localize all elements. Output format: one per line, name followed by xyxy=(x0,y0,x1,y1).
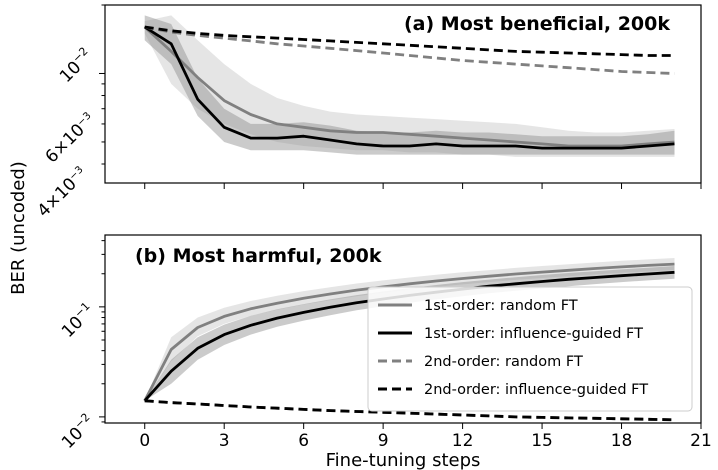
panel-b-most-harmful: (b) Most harmful, 200k 10−1 10−2 0 3 6 9 12 1… xyxy=(57,234,712,453)
panel-b-xtick-label: 12 xyxy=(452,431,474,451)
panel-b-xtick-label: 3 xyxy=(219,431,230,451)
svg-text:10−2: 10−2 xyxy=(55,45,97,87)
panel-b-ytick-label: 10−2 xyxy=(57,411,99,453)
panel-a-most-beneficial: (a) Most beneficial, 200k 10−2 6×10−3 4×… xyxy=(34,4,702,222)
panel-b-xtick-label: 9 xyxy=(378,431,389,451)
svg-text:10−1: 10−1 xyxy=(57,300,99,342)
panel-a-series-line-1 xyxy=(143,25,675,150)
svg-text:10−2: 10−2 xyxy=(57,411,99,453)
y-axis-label: BER (uncoded) xyxy=(8,161,29,295)
panel-b-xtick-label: 0 xyxy=(139,431,150,451)
panel-a-band-1 xyxy=(144,15,675,155)
legend-label-1: 1st-order: influence-guided FT xyxy=(424,326,643,342)
panel-b-xtick-label: 15 xyxy=(531,431,553,451)
panel-b-xaxis: 0 3 6 9 12 15 18 21 xyxy=(139,423,712,451)
svg-text:6×10−3: 6×10−3 xyxy=(42,110,100,168)
panel-a-plot-area xyxy=(99,4,702,189)
legend: 1st-order: random FT 1st-order: influence… xyxy=(367,286,693,412)
panel-b-series-line-0 xyxy=(143,262,675,402)
panel-b-title: (b) Most harmful, 200k xyxy=(135,245,382,267)
panel-b-frame xyxy=(104,234,702,424)
panel-b-series-line-3 xyxy=(144,399,675,422)
legend-label-3: 2nd-order: influence-guided FT xyxy=(424,382,648,398)
panel-b-xtick-label: 18 xyxy=(611,431,633,451)
panel-a-band-0 xyxy=(144,15,675,157)
svg-text:4×10−3: 4×10−3 xyxy=(34,164,92,222)
panel-a-frame xyxy=(104,4,702,184)
legend-box xyxy=(367,286,693,412)
panel-a-ytick-label: 4×10−3 xyxy=(34,164,92,222)
panel-a-ytick-label: 10−2 xyxy=(55,45,97,87)
panel-a-ytick-label: 6×10−3 xyxy=(42,110,100,168)
panel-b-xtick-label: 6 xyxy=(298,431,309,451)
x-axis-label: Fine-tuning steps xyxy=(326,450,481,470)
panel-a-title: (a) Most beneficial, 200k xyxy=(404,13,670,35)
legend-label-2: 2nd-order: random FT xyxy=(424,354,583,370)
legend-label-0: 1st-order: random FT xyxy=(424,298,578,314)
panel-a-series-line-3 xyxy=(144,25,675,57)
panel-b-xtick-label: 21 xyxy=(690,431,712,451)
panel-b-ytick-label: 10−1 xyxy=(57,300,99,342)
panel-a-series-line-2 xyxy=(144,25,675,75)
panel-a-series-line-0 xyxy=(143,25,675,148)
